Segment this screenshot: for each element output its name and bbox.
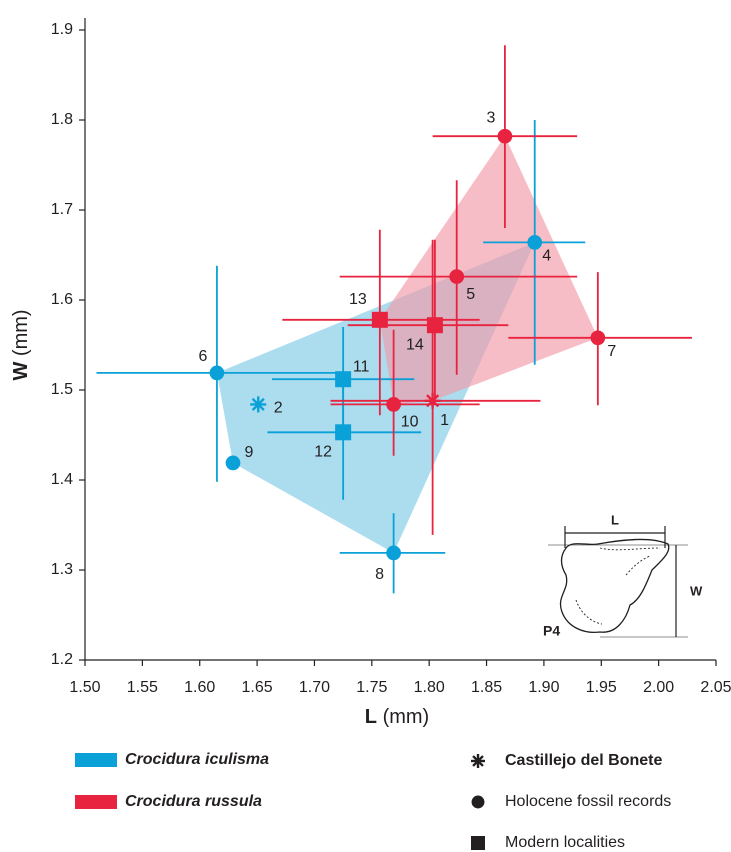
legend-label: Crocidura iculisma: [125, 751, 269, 768]
circle-marker: [226, 456, 241, 471]
y-tick-label: 1.3: [51, 561, 73, 578]
legend-label: Crocidura russula: [125, 793, 262, 810]
point-label: 14: [406, 336, 424, 353]
y-tick-label: 1.7: [51, 201, 73, 218]
x-tick-label: 1.80: [414, 679, 445, 696]
circle-marker: [386, 397, 401, 412]
tooth-detail: [576, 548, 660, 624]
y-tick-label: 1.8: [51, 111, 73, 128]
legend-label: Holocene fossil records: [505, 793, 671, 810]
point-label: 1: [440, 412, 449, 429]
species-hull: [380, 136, 598, 404]
point-label: 3: [486, 109, 495, 126]
legend-label: Castillejo del Bonete: [505, 752, 662, 769]
x-tick-label: 1.55: [127, 679, 158, 696]
point-label: 13: [349, 291, 367, 308]
x-tick-label: 1.65: [242, 679, 273, 696]
circle-marker: [527, 235, 542, 250]
x-tick-label: 1.70: [299, 679, 330, 696]
x-tick-label: 2.05: [700, 679, 731, 696]
point-label: 10: [401, 414, 419, 431]
x-axis-title-unit: (mm): [383, 706, 430, 728]
x-tick-label: 1.50: [69, 679, 100, 696]
x-tick-label: 1.60: [184, 679, 215, 696]
point-label: 7: [607, 343, 616, 360]
circle-marker: [449, 269, 464, 284]
x-tick-label: 1.95: [586, 679, 617, 696]
square-marker: [335, 424, 351, 440]
point-label: 11: [353, 358, 370, 375]
y-tick-label: 1.2: [51, 651, 73, 668]
asterisk-marker: [471, 754, 485, 768]
asterisk-marker: [250, 396, 266, 412]
square-marker: [372, 312, 388, 328]
legend-label: Modern localities: [505, 834, 625, 851]
point-label: 4: [542, 248, 551, 265]
point-label: 12: [314, 444, 332, 461]
square-marker: [335, 371, 351, 387]
asterisk-marker: [425, 393, 441, 409]
x-tick-label: 2.00: [643, 679, 674, 696]
x-axis-title-symbol: L: [365, 706, 377, 728]
inset-label: P4: [543, 623, 560, 639]
point-label: 8: [375, 566, 384, 583]
circle-marker: [498, 129, 513, 144]
x-axis-title: L (mm): [365, 706, 429, 728]
x-tick-label: 1.75: [356, 679, 387, 696]
y-tick-label: 1.5: [51, 381, 73, 398]
y-axis-title: W (mm): [10, 309, 32, 380]
y-tick-label: 1.4: [51, 471, 73, 488]
circle-marker: [386, 546, 401, 561]
x-tick-label: 1.90: [528, 679, 559, 696]
x-tick-label: 1.85: [471, 679, 502, 696]
point-label: 9: [245, 444, 254, 461]
legend-swatch: [75, 753, 117, 767]
point-label: 5: [466, 286, 475, 303]
square-marker: [427, 317, 443, 333]
point-label: 2: [274, 400, 283, 417]
circle-marker: [210, 366, 225, 381]
circle-marker: [590, 330, 605, 345]
tooth-outline: [560, 539, 668, 632]
circle-marker: [472, 796, 485, 809]
square-marker: [471, 836, 485, 850]
inset-width-label: L: [611, 512, 619, 527]
y-tick-label: 1.6: [51, 291, 73, 308]
y-axis-title-unit: (mm): [10, 309, 32, 356]
legend-swatch: [75, 795, 117, 809]
point-label: 6: [198, 348, 207, 365]
y-axis-title-symbol: W: [10, 362, 32, 381]
chart: L W P4 L (mm) W (mm) 1.2 1.3 1.4 1.5 1.6 1.7 1…: [0, 0, 731, 852]
y-tick-label: 1.9: [51, 21, 73, 38]
inset-height-label: W: [690, 583, 703, 598]
inset-diagram: L W P4: [543, 512, 703, 638]
